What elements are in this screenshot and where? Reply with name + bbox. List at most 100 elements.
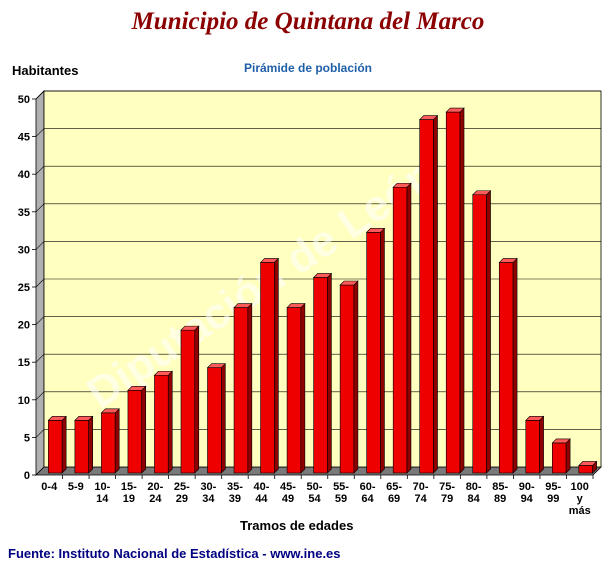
bar-top bbox=[259, 258, 280, 263]
x-tick-label: 50-54 bbox=[307, 481, 323, 505]
bar-side bbox=[194, 325, 200, 474]
gridline-wall bbox=[35, 241, 45, 250]
x-tick-label: 75-79 bbox=[439, 481, 455, 505]
bar-top bbox=[578, 461, 598, 466]
bar-side bbox=[433, 114, 438, 474]
gridline-wall bbox=[35, 90, 45, 100]
bar bbox=[365, 227, 386, 474]
source-note: Fuente: Instituto Nacional de Estadístic… bbox=[8, 546, 341, 561]
bar bbox=[392, 182, 412, 474]
bar-side bbox=[221, 362, 226, 474]
bar-side bbox=[61, 415, 67, 474]
x-tick-label: 60-64 bbox=[360, 481, 376, 505]
bar-front bbox=[498, 262, 514, 474]
bar-front bbox=[578, 465, 593, 474]
x-tick-label: 70-74 bbox=[413, 481, 429, 505]
y-axis-ticks: 0 5 10 15 20 25 30 35 40 45 50 bbox=[18, 94, 36, 482]
x-tick-label: 55-59 bbox=[333, 481, 349, 505]
bar bbox=[551, 438, 571, 474]
bar-side bbox=[300, 302, 306, 474]
bar bbox=[259, 257, 280, 474]
bar-top bbox=[418, 115, 439, 120]
y-tick-label: 35 bbox=[18, 207, 30, 219]
bar-side bbox=[247, 302, 253, 474]
bar bbox=[153, 370, 173, 474]
x-tick-label: 30-34 bbox=[200, 481, 216, 505]
bar-front bbox=[445, 111, 461, 474]
bar bbox=[339, 280, 359, 474]
bar-top bbox=[445, 107, 465, 113]
gridline-wall bbox=[35, 128, 45, 137]
bar bbox=[127, 385, 147, 474]
bar-top bbox=[47, 416, 67, 421]
bar-front bbox=[233, 307, 249, 474]
gridline-wall bbox=[35, 429, 45, 438]
x-tick-label: 90-94 bbox=[519, 481, 535, 505]
bar-side bbox=[512, 257, 518, 474]
x-tick-label: 95-99 bbox=[545, 481, 561, 505]
bar-top bbox=[153, 370, 173, 376]
bar-top bbox=[127, 385, 147, 391]
bar-side bbox=[459, 107, 465, 474]
x-tick-label: 10-14 bbox=[94, 481, 110, 505]
bar bbox=[312, 272, 333, 474]
bar-top bbox=[180, 325, 200, 331]
gridline-wall bbox=[35, 278, 45, 288]
bar bbox=[472, 190, 492, 474]
bar-front bbox=[180, 329, 196, 474]
x-tick-label: 15-19 bbox=[121, 481, 137, 505]
bar-front bbox=[366, 232, 381, 474]
gridline-wall bbox=[35, 316, 45, 325]
bar-side bbox=[167, 370, 173, 474]
x-tick-label: 45-49 bbox=[280, 481, 296, 505]
bar bbox=[286, 302, 306, 474]
y-tick-label: 10 bbox=[18, 395, 30, 407]
x-tick-label: 5-9 bbox=[68, 481, 84, 493]
y-tick-label: 50 bbox=[18, 94, 30, 106]
bars bbox=[47, 107, 598, 474]
bar-front bbox=[472, 194, 487, 474]
bar bbox=[180, 325, 200, 474]
bar-front bbox=[419, 119, 434, 474]
bar bbox=[47, 415, 67, 474]
bar-front bbox=[392, 186, 408, 474]
bar-side bbox=[88, 415, 93, 474]
gridline-wall bbox=[35, 203, 45, 213]
bar-top bbox=[472, 190, 492, 196]
bar-top bbox=[339, 280, 359, 286]
bar-top bbox=[206, 363, 227, 369]
gridline-wall bbox=[35, 165, 45, 175]
x-tick-label: 65-69 bbox=[386, 481, 402, 505]
bar bbox=[418, 114, 439, 474]
x-tick-label: 100 y más bbox=[569, 481, 591, 517]
x-tick-label: 20-24 bbox=[147, 481, 163, 505]
bar-side bbox=[274, 257, 279, 474]
bar-front bbox=[207, 367, 222, 474]
y-axis-label: Habitantes bbox=[12, 63, 79, 78]
y-tick-label: 45 bbox=[18, 132, 30, 144]
x-tick-label: 0-4 bbox=[41, 481, 58, 493]
bar bbox=[445, 107, 465, 474]
bar-front bbox=[127, 389, 143, 474]
bar-side bbox=[565, 438, 571, 474]
bar-top bbox=[100, 408, 120, 414]
bar-top bbox=[286, 303, 306, 308]
y-tick-label: 15 bbox=[18, 357, 30, 369]
bar bbox=[525, 415, 545, 474]
bar-side bbox=[353, 280, 359, 474]
bar-front bbox=[552, 442, 567, 474]
bar-top bbox=[74, 416, 94, 421]
bar-front bbox=[74, 420, 89, 474]
bar-side bbox=[380, 227, 385, 474]
y-tick-label: 5 bbox=[24, 432, 30, 444]
y-tick-label: 40 bbox=[18, 169, 30, 181]
bar bbox=[74, 415, 94, 474]
chart-subtitle: Pirámide de población bbox=[243, 61, 373, 75]
bar-top bbox=[365, 228, 386, 233]
bar-front bbox=[339, 284, 355, 474]
bar-top bbox=[551, 438, 571, 444]
bar bbox=[578, 460, 598, 474]
bar-side bbox=[406, 182, 412, 474]
bar bbox=[206, 362, 227, 474]
bar-top bbox=[392, 182, 412, 188]
